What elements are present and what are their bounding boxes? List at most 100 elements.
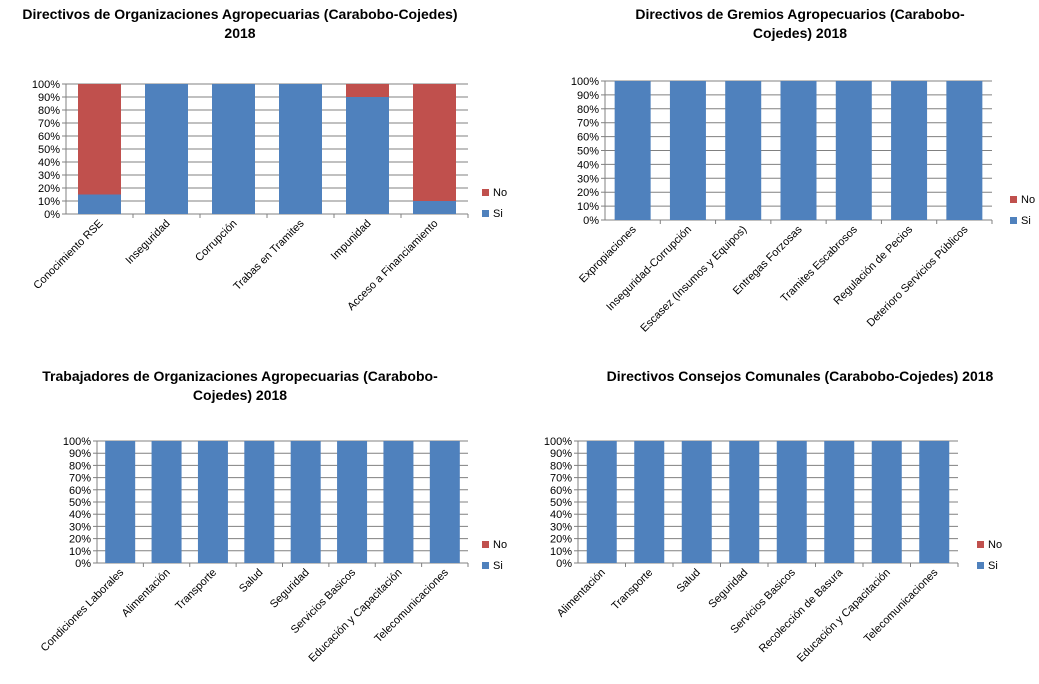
y-tick-label: 70% <box>577 118 599 130</box>
category-label: Deterioro Servicios Públicos <box>865 223 971 329</box>
bar-si <box>824 441 855 563</box>
category-label: Transporte <box>610 567 656 613</box>
legend-swatch <box>482 210 489 217</box>
bar-si <box>78 194 121 214</box>
y-tick-label: 0% <box>44 209 60 221</box>
legend-label: Si <box>1021 215 1031 227</box>
category-label: Escasez (Insumos y Equipos) <box>638 224 749 335</box>
bar-no <box>78 84 121 195</box>
category-label: Conocimiento RSE <box>31 218 105 292</box>
bar-si <box>919 441 950 563</box>
bar-si <box>212 84 255 214</box>
y-tick-label: 80% <box>577 104 599 116</box>
category-label: Transporte <box>173 567 219 613</box>
y-tick-label: 50% <box>577 146 599 158</box>
y-tick-label: 60% <box>577 132 599 144</box>
y-tick-label: 90% <box>38 92 60 104</box>
y-tick-label: 100% <box>571 76 599 88</box>
y-tick-label: 100% <box>32 79 60 91</box>
bar-si <box>151 441 182 563</box>
legend-label: Si <box>493 560 503 572</box>
bar-si <box>780 81 817 220</box>
bar-si <box>105 441 136 563</box>
y-tick-label: 90% <box>69 448 91 460</box>
y-tick-label: 0% <box>583 215 599 227</box>
bar-si <box>197 441 228 563</box>
y-tick-label: 90% <box>550 448 572 460</box>
legend-swatch <box>977 541 984 548</box>
chart-title: Trabajadores de Organizaciones Agropecua… <box>42 368 438 403</box>
y-tick-label: 30% <box>550 521 572 533</box>
y-tick-label: 20% <box>577 187 599 199</box>
y-tick-label: 20% <box>69 534 91 546</box>
y-tick-label: 20% <box>550 534 572 546</box>
category-label: Alimentación <box>120 567 173 620</box>
bar-si <box>835 81 872 220</box>
chart-plot: 0%10%20%30%40%50%60%70%80%90%100% Condici… <box>39 436 507 665</box>
category-label: Educación y Capacitación <box>795 567 893 665</box>
legend-label: No <box>988 539 1002 551</box>
chart-plot: 0% 10% 20% 30% 40%50% 60% 70% 80% 90% 100% Expropi… <box>571 76 1035 335</box>
category-label: Salud <box>674 567 702 595</box>
bar-si <box>429 441 460 563</box>
y-tick-label: 30% <box>577 173 599 185</box>
chart-title: Directivos Consejos Comunales (Carabobo-… <box>606 368 994 384</box>
bar-si <box>946 81 983 220</box>
y-tick-label: 50% <box>69 497 91 509</box>
y-tick-label: 100% <box>544 436 572 448</box>
legend-swatch <box>1010 217 1017 224</box>
legend-label: No <box>493 539 507 551</box>
category-label: Trabas en Tramites <box>231 217 307 293</box>
y-tick-label: 60% <box>38 131 60 143</box>
category-label: Educación y Capacitación <box>307 567 405 665</box>
legend-label: No <box>1021 194 1035 206</box>
y-tick-label: 70% <box>69 473 91 485</box>
legend-swatch <box>1010 196 1017 203</box>
legend-label: Si <box>493 208 503 220</box>
bar-si <box>244 441 275 563</box>
chart-plot: 0%10%20%30%40%50%60%70%80%90%100% Conocim… <box>31 79 507 313</box>
bar-si <box>337 441 368 563</box>
y-tick-label: 40% <box>69 509 91 521</box>
y-tick-label: 80% <box>38 105 60 117</box>
category-label: Corrupción <box>193 218 240 265</box>
y-tick-label: 60% <box>550 485 572 497</box>
category-label: Inseguridad <box>123 218 172 267</box>
bar-si <box>413 201 456 214</box>
chart-plot: 0%10%20%30%40%50%60%70%80%90%100% Aliment… <box>544 436 1002 665</box>
bar-si <box>279 84 322 214</box>
y-tick-label: 60% <box>69 485 91 497</box>
chart-gremios: Directivos de Gremios Agropecuarios (Car… <box>520 0 1039 350</box>
bar-si <box>669 81 706 220</box>
y-tick-label: 70% <box>38 118 60 130</box>
y-tick-label: 70% <box>550 473 572 485</box>
bar-si <box>586 441 617 563</box>
chart-consejos: Directivos Consejos Comunales (Carabobo-… <box>520 355 1039 684</box>
legend-swatch <box>482 189 489 196</box>
y-tick-label: 20% <box>38 183 60 195</box>
y-tick-label: 10% <box>69 546 91 558</box>
bar-si <box>776 441 807 563</box>
legend-label: No <box>493 187 507 199</box>
category-label: Recolección de Basura <box>757 566 846 655</box>
legend-swatch <box>482 562 489 569</box>
y-tick-label: 30% <box>38 170 60 182</box>
bar-si <box>681 441 712 563</box>
y-tick-label: 90% <box>577 90 599 102</box>
bar-si <box>145 84 188 214</box>
category-label: Expropiaciones <box>577 223 639 285</box>
y-tick-label: 0% <box>75 558 91 570</box>
legend-swatch <box>482 541 489 548</box>
category-label: Condiciones Laborales <box>39 566 127 654</box>
chart-title: Directivos de Organizaciones Agropecuari… <box>22 6 458 41</box>
legend-label: Si <box>988 560 998 572</box>
bar-si <box>634 441 665 563</box>
y-tick-label: 100% <box>63 436 91 448</box>
y-tick-label: 10% <box>577 201 599 213</box>
bar-si <box>346 97 389 214</box>
y-tick-label: 0% <box>556 558 572 570</box>
category-label: Alimentación <box>555 567 608 620</box>
legend-swatch <box>977 562 984 569</box>
y-tick-label: 10% <box>38 196 60 208</box>
bar-si <box>725 81 762 220</box>
